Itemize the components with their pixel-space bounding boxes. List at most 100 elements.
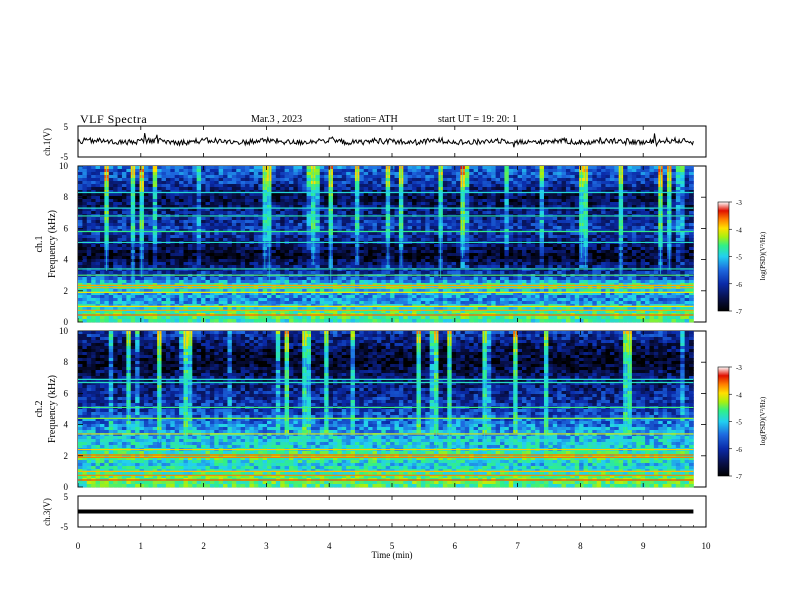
spectrogram-cell bbox=[403, 193, 409, 197]
spectrogram-cell bbox=[376, 217, 382, 221]
spectrogram-cell bbox=[284, 268, 290, 272]
spectrogram-cell bbox=[271, 169, 277, 173]
spectrogram-cell bbox=[587, 238, 593, 242]
spectrogram-cell bbox=[271, 172, 277, 176]
spectrogram-cell bbox=[82, 259, 88, 263]
spectrogram-cell bbox=[627, 175, 633, 179]
spectrogram-cell bbox=[82, 190, 88, 194]
spectrogram-cell bbox=[86, 259, 92, 263]
spectrogram-cell bbox=[245, 226, 250, 230]
spectrogram-cell bbox=[341, 268, 347, 272]
spectrogram-cell bbox=[293, 271, 299, 275]
spectrogram-cell bbox=[306, 217, 312, 221]
spectrogram-cell bbox=[636, 172, 642, 176]
spectrogram-cell bbox=[223, 205, 228, 209]
spectrogram-cell bbox=[126, 181, 132, 185]
spectrogram-cell bbox=[671, 220, 677, 224]
spectrogram-cell bbox=[337, 193, 343, 197]
spectrogram-cell bbox=[504, 199, 510, 203]
spectrogram-cell bbox=[517, 265, 523, 269]
spectrogram-cell bbox=[469, 178, 475, 182]
spectrogram-cell bbox=[86, 232, 92, 236]
spectrogram-cell bbox=[86, 193, 92, 197]
spectrogram-cell bbox=[289, 256, 294, 260]
spectrogram-cell bbox=[258, 211, 264, 215]
spectrogram-cell bbox=[249, 259, 255, 263]
spectrogram-cell bbox=[302, 169, 307, 173]
spectrogram-cell bbox=[170, 181, 176, 185]
spectrogram-cell bbox=[372, 202, 378, 206]
spectrogram-cell bbox=[482, 232, 488, 236]
spectrogram-cell bbox=[561, 184, 567, 188]
spectrogram-cell bbox=[209, 178, 215, 182]
spectrogram-cell bbox=[165, 259, 171, 263]
spectrogram-cell bbox=[192, 247, 198, 251]
spectrogram-cell bbox=[464, 238, 470, 242]
spectrogram-cell bbox=[214, 220, 220, 224]
spectrogram-cell bbox=[434, 175, 439, 179]
spectrogram-cell bbox=[376, 178, 382, 182]
spectrogram-cell bbox=[425, 226, 431, 230]
spectrogram-cell bbox=[504, 169, 510, 173]
spectrogram-cell bbox=[78, 217, 83, 221]
spectrogram-cell bbox=[183, 202, 189, 206]
spectrogram-cell bbox=[179, 181, 184, 185]
spectrogram-cell bbox=[315, 220, 321, 224]
spectrogram-cell bbox=[275, 169, 281, 173]
spectrogram-cell bbox=[451, 232, 457, 236]
spectrogram-cell bbox=[631, 211, 637, 215]
spectrogram-cell bbox=[671, 247, 677, 251]
spectrogram-cell bbox=[192, 256, 198, 260]
spectrogram-cell bbox=[500, 220, 505, 224]
spectrogram-cell bbox=[631, 172, 637, 176]
spectrogram-cell bbox=[623, 178, 628, 182]
spectrogram-cell bbox=[451, 235, 457, 239]
spectrogram-cell bbox=[631, 262, 637, 266]
spectrogram-cell bbox=[381, 226, 387, 230]
spectrogram-cell bbox=[605, 178, 611, 182]
spectrogram-cell bbox=[522, 244, 527, 248]
spectrogram-cell bbox=[240, 190, 246, 194]
spectrogram-cell bbox=[117, 175, 123, 179]
spectrogram-cell bbox=[548, 265, 554, 269]
spectrogram-cell bbox=[121, 220, 127, 224]
spectrogram-cell bbox=[636, 199, 642, 203]
spectrogram-cell bbox=[447, 181, 453, 185]
spectrogram-cell bbox=[473, 205, 479, 209]
spectrogram-cell bbox=[653, 268, 659, 272]
spectrogram-cell bbox=[126, 220, 132, 224]
spectrogram-cell bbox=[530, 232, 536, 236]
spectrogram-cell bbox=[86, 181, 92, 185]
spectrogram-cell bbox=[500, 253, 505, 257]
spectrogram-cell bbox=[113, 220, 118, 224]
spectrogram-cell bbox=[324, 271, 329, 275]
spectrogram-cell bbox=[491, 193, 497, 197]
spectrogram-cell bbox=[601, 238, 606, 242]
spectrogram-cell bbox=[302, 256, 307, 260]
spectrogram-cell bbox=[376, 172, 382, 176]
spectrogram-cell bbox=[495, 268, 501, 272]
spectrogram-cell bbox=[486, 184, 492, 188]
spectrogram-cell bbox=[381, 187, 387, 191]
spectrogram-cell bbox=[640, 178, 646, 182]
spectrogram-cell bbox=[214, 211, 220, 215]
spectrogram-cell bbox=[447, 220, 453, 224]
spectrogram-cell bbox=[218, 187, 224, 191]
spectrogram-cell bbox=[614, 181, 620, 185]
spectrogram-cell bbox=[192, 205, 198, 209]
spectrogram-cell bbox=[689, 202, 694, 206]
spectrogram-cell bbox=[82, 268, 88, 272]
spectrogram-cell bbox=[614, 169, 620, 173]
spectrogram-cell bbox=[412, 253, 417, 257]
spectrogram-cell bbox=[183, 268, 189, 272]
spectrogram-cell bbox=[368, 250, 373, 254]
spectrogram-cell bbox=[126, 199, 132, 203]
spectrogram-cell bbox=[95, 178, 101, 182]
spectrogram-cell bbox=[451, 244, 457, 248]
spectrogram-cell bbox=[179, 271, 184, 275]
spectrogram-cell bbox=[179, 187, 184, 191]
spectrogram-cell bbox=[143, 211, 149, 215]
spectrogram-cell bbox=[662, 190, 668, 194]
spectrogram-cell bbox=[640, 211, 646, 215]
spectrogram-cell bbox=[526, 217, 532, 221]
